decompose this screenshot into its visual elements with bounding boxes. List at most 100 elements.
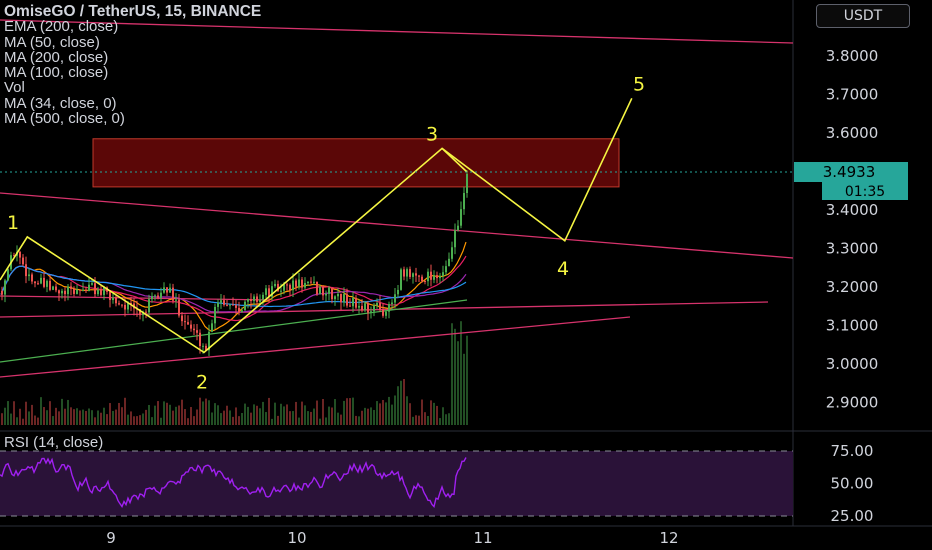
volume-bar: [7, 401, 9, 425]
wave-label: 2: [196, 371, 208, 393]
volume-bar: [205, 398, 207, 425]
candle-body: [235, 305, 237, 308]
volume-bar: [289, 411, 291, 425]
candle-body: [184, 321, 186, 323]
time-tick-label: 10: [287, 529, 306, 547]
volume-bar: [151, 417, 153, 425]
candle-body: [52, 286, 54, 290]
candle-body: [4, 280, 6, 295]
candle-body: [280, 290, 282, 292]
volume-bar: [118, 402, 120, 425]
indicator-ma-34[interactable]: MA (34, close, 0): [4, 94, 117, 112]
volume-bar: [82, 409, 84, 425]
candle-body: [334, 296, 336, 300]
volume-bar: [400, 380, 402, 425]
volume-bar: [43, 407, 45, 425]
volume-bar: [445, 414, 447, 425]
indicator-ma-100[interactable]: MA (100, close): [4, 64, 109, 82]
volume-bar: [346, 398, 348, 425]
candle-body: [253, 296, 255, 302]
candle-body: [400, 269, 402, 290]
volume-bar: [103, 407, 105, 425]
volume-bar: [331, 407, 333, 425]
indicator-ma-50[interactable]: MA (50, close): [4, 33, 100, 51]
candle-body: [226, 304, 228, 306]
candle-body: [409, 269, 411, 277]
volume-bar: [304, 405, 306, 425]
candle-body: [37, 283, 39, 285]
volume-bar: [424, 412, 426, 425]
volume-bar: [10, 413, 12, 425]
price-tick-label: 3.4000: [826, 201, 879, 219]
candle-body: [388, 304, 390, 312]
candle-body: [34, 281, 36, 284]
candle-body: [406, 269, 408, 277]
volume-bar: [67, 399, 69, 425]
volume-bar: [235, 407, 237, 425]
candle-body: [238, 307, 240, 313]
volume-bar: [211, 412, 213, 425]
volume-bar: [316, 400, 318, 425]
elliott-wave: 1 2 3 4 5: [0, 73, 645, 393]
candle-body: [448, 258, 450, 267]
candle-body: [466, 173, 468, 194]
volume-bar: [127, 414, 129, 425]
candle-body: [262, 294, 264, 300]
volume-bar: [55, 407, 57, 425]
volume-bar: [322, 398, 324, 425]
rsi-line-group: [0, 457, 467, 509]
candle-body: [196, 330, 198, 333]
volume-bar: [292, 411, 294, 425]
volume-bar: [226, 405, 228, 425]
rsi-tick-label: 50.00: [831, 475, 874, 493]
volume-bar: [427, 416, 429, 425]
price-tick-label: 3.1000: [826, 317, 879, 335]
candle-body: [358, 305, 360, 308]
volume-bar: [337, 412, 339, 425]
candle-body: [58, 290, 60, 294]
candle-body: [223, 300, 225, 305]
volume-bar: [361, 410, 363, 425]
volume-bar: [271, 418, 273, 425]
candle-body: [124, 304, 126, 310]
candle-body: [373, 305, 375, 312]
volume-bar: [415, 415, 417, 425]
indicator-volume[interactable]: Vol: [4, 79, 25, 97]
volume-bar: [58, 411, 60, 425]
volume-bar: [343, 400, 345, 425]
candle-body: [25, 264, 27, 277]
volume-bar: [94, 417, 96, 425]
symbol-title[interactable]: OmiseGO / TetherUS, 15, BINANCE: [4, 3, 262, 20]
candle-body: [1, 290, 3, 295]
volume-bar: [112, 410, 114, 425]
indicator-ema-200[interactable]: EMA (200, close): [4, 18, 119, 36]
volume-bar: [286, 404, 288, 425]
candle-body: [139, 309, 141, 316]
rsi-legend[interactable]: RSI (14, close): [4, 434, 104, 451]
candle-body: [277, 283, 279, 291]
volume-bar: [13, 401, 15, 425]
candle-body: [304, 283, 306, 288]
candle-body: [121, 304, 123, 306]
volume-bar: [367, 408, 369, 425]
volume-bar: [157, 401, 159, 425]
candle-body: [55, 286, 57, 291]
volume-bars: [1, 321, 468, 425]
candle-body: [175, 299, 177, 301]
volume-bar: [277, 415, 279, 425]
indicator-ma-500[interactable]: MA (500, close, 0): [4, 110, 125, 128]
volume-bar: [430, 400, 432, 425]
candle-body: [127, 302, 129, 310]
rsi-band: [0, 451, 793, 516]
currency-button[interactable]: USDT: [816, 4, 910, 28]
volume-bar: [448, 413, 450, 425]
volume-bar: [391, 404, 393, 425]
candle-body: [190, 324, 192, 329]
volume-bar: [109, 403, 111, 425]
candle-body: [19, 251, 21, 258]
candle-body: [187, 322, 189, 325]
volume-bar: [436, 405, 438, 425]
indicator-ma-200[interactable]: MA (200, close): [4, 48, 109, 66]
volume-bar: [196, 409, 198, 425]
